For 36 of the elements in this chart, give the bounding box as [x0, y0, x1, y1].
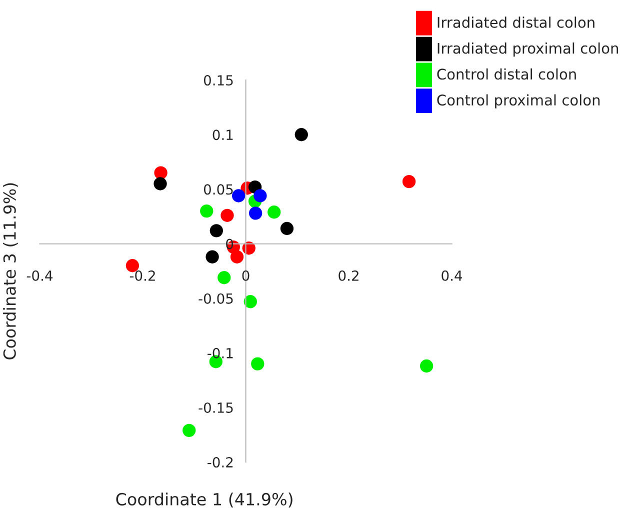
y-tick-label: 0.1 [212, 130, 233, 140]
y-tick-label: 0.15 [204, 75, 233, 86]
y-tick-label: -0.05 [198, 293, 233, 304]
x-tick-label: -0.4 [26, 270, 53, 281]
y-tick-label: -0.15 [198, 402, 233, 413]
point [232, 189, 246, 202]
y-tick-label: -0.1 [208, 348, 233, 358]
legend-label: Irradiated distal colon [438, 16, 594, 28]
point [154, 177, 167, 190]
point [154, 166, 168, 180]
point [206, 250, 219, 264]
legend-label: Irradiated proximal colon [438, 42, 618, 57]
legend-label: Control distal colon [437, 68, 576, 80]
point [294, 128, 308, 142]
point [210, 224, 224, 238]
x-axis-title: Coordinate 1 (41.9%) [116, 492, 292, 508]
point [248, 206, 262, 220]
point [230, 250, 244, 264]
point [280, 222, 294, 236]
x-tick-label: 0.4 [442, 270, 462, 281]
point [402, 174, 416, 188]
point [220, 208, 234, 222]
x-tick-label: 0.2 [338, 270, 358, 281]
y-tick-label: -0.2 [208, 457, 233, 468]
point [420, 359, 434, 373]
point [218, 271, 231, 284]
x-tick-label: 0 [242, 270, 250, 281]
y-axis-title: Coordinate 3 (11.9%) [3, 183, 18, 360]
point [251, 357, 264, 370]
point [268, 206, 281, 219]
point [182, 424, 196, 437]
legend-label: Control proximal colon [437, 94, 600, 108]
y-tick-label: 0.05 [204, 184, 233, 195]
x-tick-label: -0.2 [130, 270, 155, 281]
point [254, 189, 267, 202]
point [200, 204, 214, 218]
